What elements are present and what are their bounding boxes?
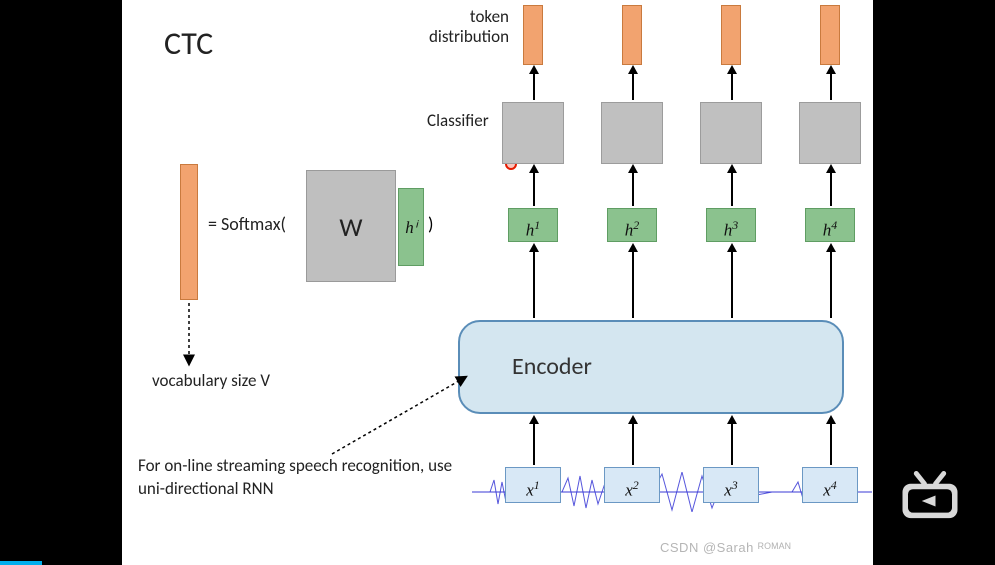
watermark-text: CSDN @Sarah ᴿᴼᴹᴬᴺ — [660, 540, 791, 555]
diagram-title: CTC — [164, 24, 213, 63]
hidden-h4: h4 — [805, 208, 855, 242]
arrow-t2c-2 — [632, 67, 634, 100]
arrow-e2x-4 — [830, 417, 832, 465]
classifier-4 — [799, 102, 861, 164]
label-token-distribution: token distribution — [429, 7, 509, 46]
arrow-c2h-3 — [731, 166, 733, 206]
arrow-t2c-3 — [731, 67, 733, 100]
label-softmax: = Softmax( — [208, 213, 286, 235]
label-classifier: Classifier — [427, 110, 489, 131]
token-bar-3 — [721, 5, 741, 65]
label-vocab-size: vocabulary size V — [152, 370, 270, 391]
token-bar-2 — [622, 5, 642, 65]
bilibili-tv-icon — [895, 470, 965, 525]
hidden-h3: h3 — [706, 208, 756, 242]
label-encoder-note: For on-line streaming speech recognition… — [138, 455, 468, 501]
arrow-c2h-4 — [830, 166, 832, 206]
input-x2: x2 — [604, 467, 660, 503]
classifier-1 — [502, 102, 564, 164]
input-x1: x1 — [505, 467, 561, 503]
arrow-e2x-3 — [731, 417, 733, 465]
token-bar-1 — [523, 5, 543, 65]
encoder-label: Encoder — [512, 352, 592, 381]
arrow-h2e-4 — [830, 245, 832, 318]
arrow-e2x-1 — [533, 417, 535, 465]
token-vector-left — [180, 164, 198, 300]
hidden-h2: h2 — [607, 208, 657, 242]
hidden-vector-hi: hⁱ — [398, 188, 424, 266]
arrow-t2c-1 — [533, 67, 535, 100]
arrow-h2e-2 — [632, 245, 634, 318]
letterbox-left — [0, 0, 122, 565]
video-progress-bar[interactable] — [0, 561, 42, 565]
input-x3: x3 — [703, 467, 759, 503]
arrow-e2x-2 — [632, 417, 634, 465]
arrow-c2h-1 — [533, 166, 535, 206]
arrow-t2c-4 — [830, 67, 832, 100]
input-x4: x4 — [802, 467, 858, 503]
arrow-c2h-2 — [632, 166, 634, 206]
token-bar-4 — [820, 5, 840, 65]
arrow-h2e-1 — [533, 245, 535, 318]
diagram-canvas: CTC token distribution Classifier = Soft… — [122, 0, 873, 565]
arrow-h2e-3 — [731, 245, 733, 318]
classifier-2 — [601, 102, 663, 164]
hidden-h1: h1 — [508, 208, 558, 242]
weight-matrix-w: W — [306, 170, 396, 282]
classifier-3 — [700, 102, 762, 164]
paren-close: ) — [428, 213, 433, 235]
